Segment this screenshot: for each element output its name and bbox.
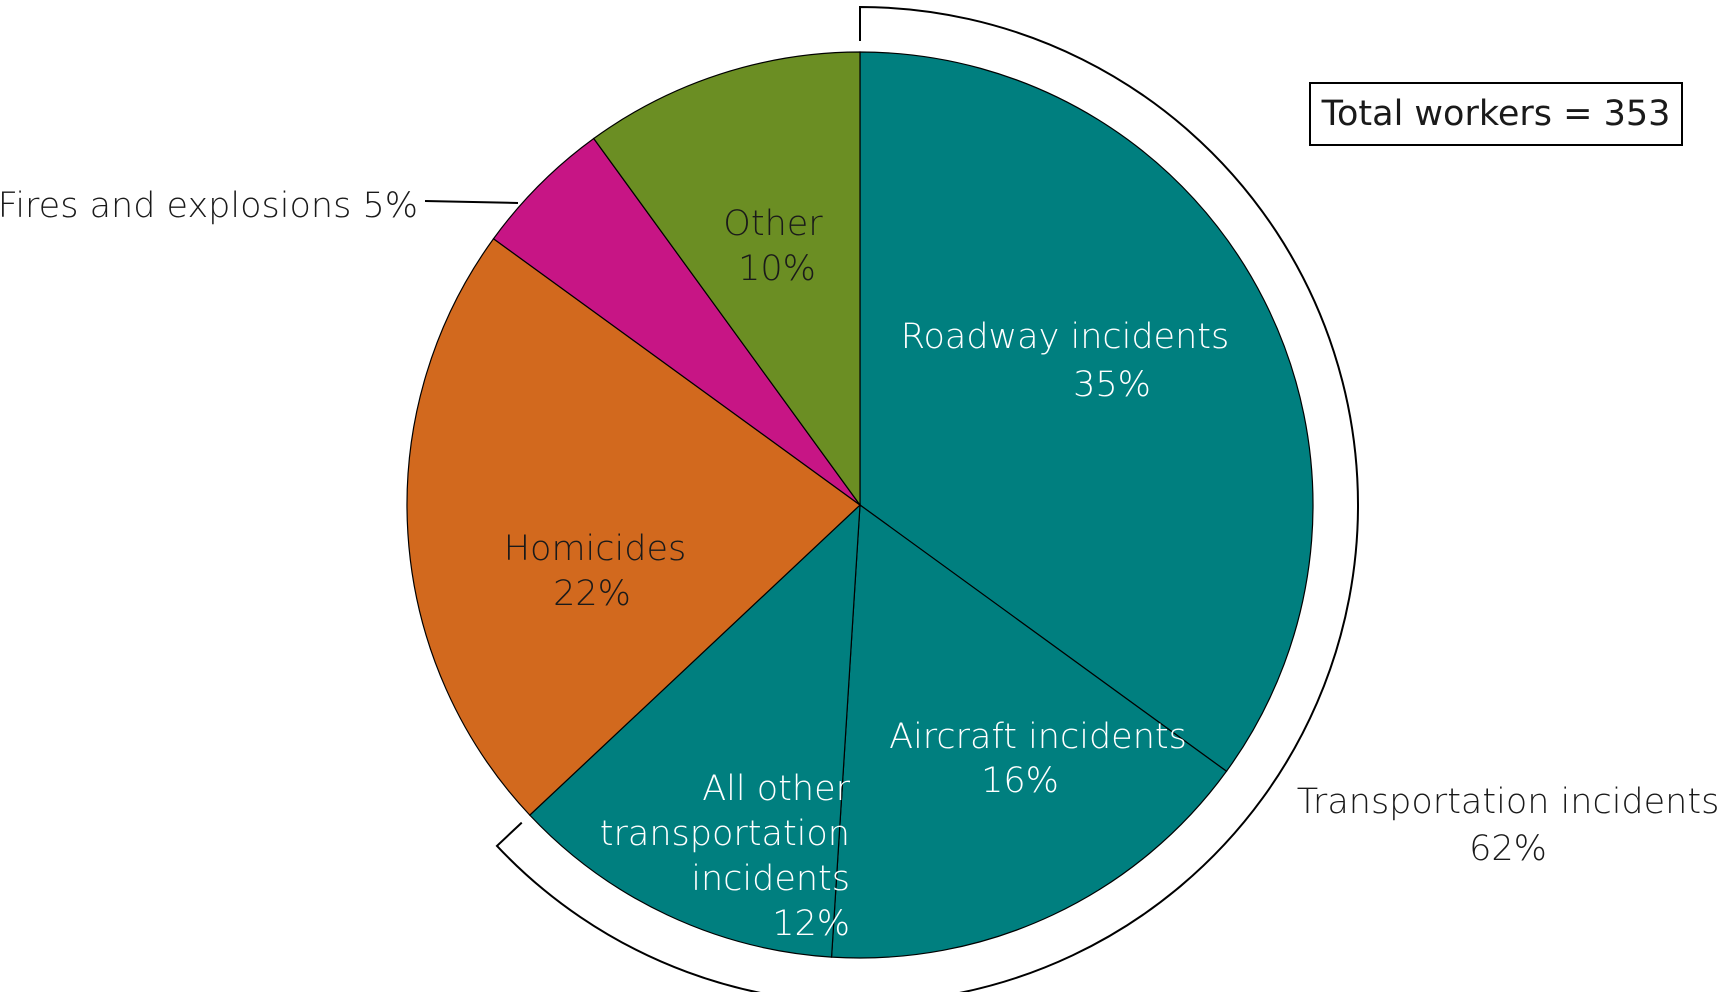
aircraft-pct: 16% [981,761,1059,801]
pie-slice-roadway-incidents [859,51,1314,773]
homicides-label: Homicides [504,529,687,569]
transportation-bracket [495,5,1359,992]
roadway-pct: 35% [1073,365,1151,405]
pie-slice-fires-and-explosions [492,137,861,506]
pie-slices [406,51,1314,959]
pie-slice-homicides [406,237,861,816]
pie-slice-all-other-transportation-incidents [528,503,861,958]
other-transport-label-2: transportation [600,814,850,854]
roadway-label: Roadway incidents [901,317,1230,357]
other-transport-pct: 12% [772,904,850,944]
fires-leader-line [424,200,519,204]
aircraft-label: Aircraft incidents [889,717,1187,757]
total-workers-text: Total workers = 353 [1321,94,1671,134]
transportation-group-label: Transportation incidents [1297,782,1719,822]
homicides-pct: 22% [553,574,631,614]
other-label: Other [723,204,823,244]
pie-slice-other [592,51,861,507]
total-workers-box: Total workers = 353 [1309,82,1683,146]
pie-slice-aircraft-incidents [830,503,1228,959]
other-transport-label-3: incidents [691,859,850,899]
other-transport-label-1: All other [702,769,850,809]
transportation-group-pct: 62% [1469,829,1547,869]
other-pct: 10% [738,249,816,289]
fires-label: Fires and explosions 5% [0,186,418,226]
